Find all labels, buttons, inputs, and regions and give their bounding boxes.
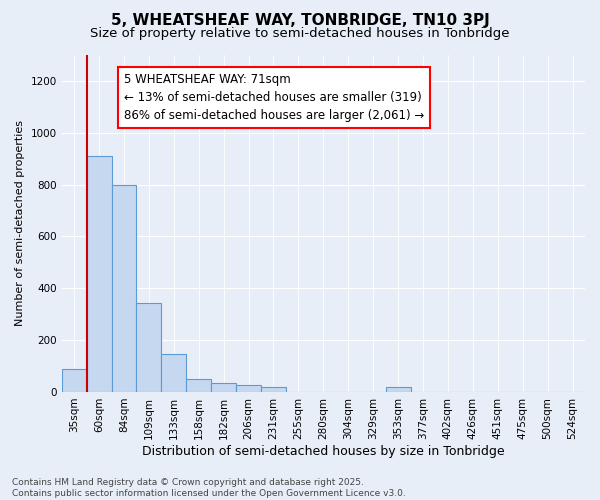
Bar <box>62 368 86 392</box>
Bar <box>186 379 211 392</box>
Text: Size of property relative to semi-detached houses in Tonbridge: Size of property relative to semi-detach… <box>90 28 510 40</box>
Bar <box>261 387 286 392</box>
Text: 5, WHEATSHEAF WAY, TONBRIDGE, TN10 3PJ: 5, WHEATSHEAF WAY, TONBRIDGE, TN10 3PJ <box>110 12 490 28</box>
Bar <box>236 386 261 392</box>
Bar <box>161 354 186 392</box>
Bar <box>211 383 236 392</box>
Bar <box>136 302 161 392</box>
Y-axis label: Number of semi-detached properties: Number of semi-detached properties <box>15 120 25 326</box>
Bar <box>86 156 112 392</box>
X-axis label: Distribution of semi-detached houses by size in Tonbridge: Distribution of semi-detached houses by … <box>142 444 505 458</box>
Bar <box>386 388 410 392</box>
Text: 5 WHEATSHEAF WAY: 71sqm
← 13% of semi-detached houses are smaller (319)
86% of s: 5 WHEATSHEAF WAY: 71sqm ← 13% of semi-de… <box>124 73 424 122</box>
Text: Contains HM Land Registry data © Crown copyright and database right 2025.
Contai: Contains HM Land Registry data © Crown c… <box>12 478 406 498</box>
Bar <box>112 184 136 392</box>
